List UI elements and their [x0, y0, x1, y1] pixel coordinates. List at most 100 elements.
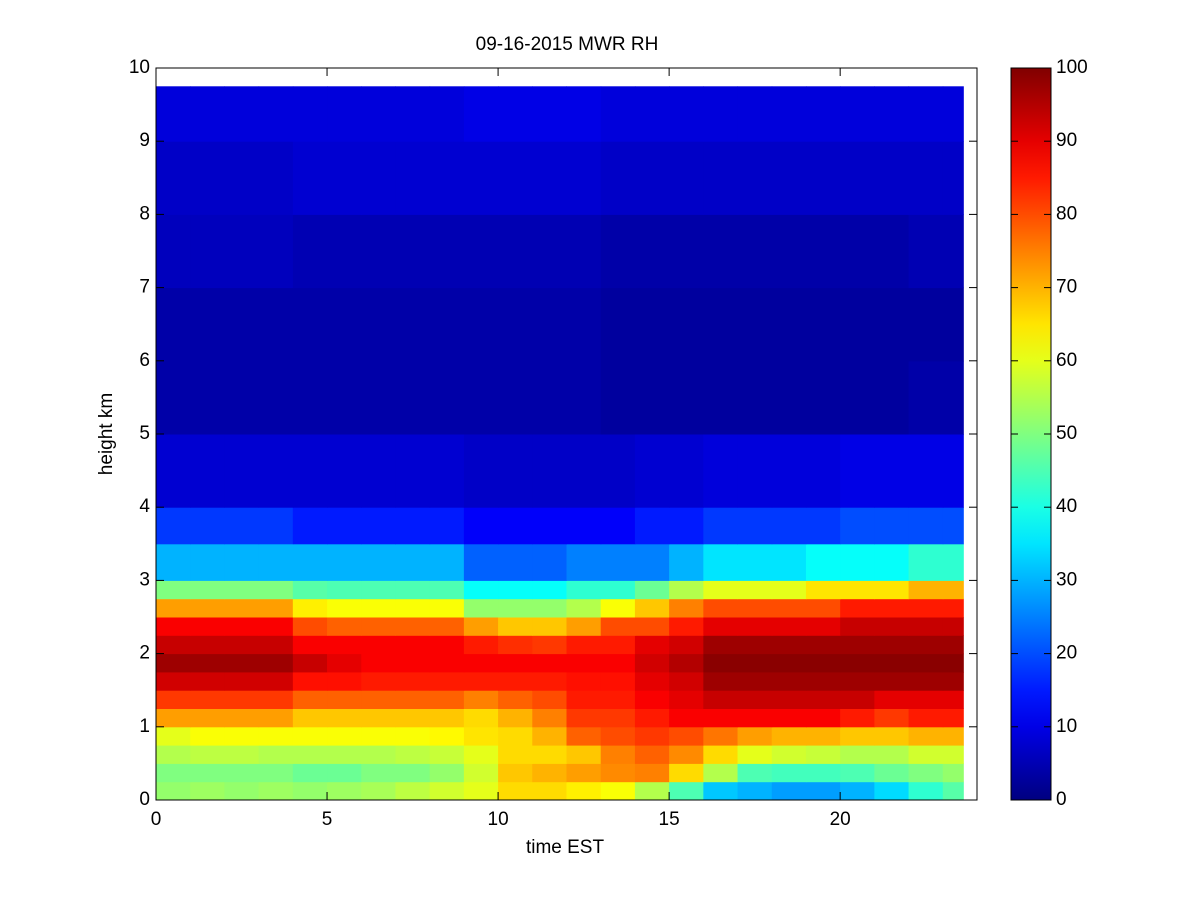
heat-cell: [258, 653, 294, 673]
heat-cell: [190, 690, 225, 709]
heat-cell: [634, 360, 670, 435]
heat-cell: [737, 543, 773, 581]
heat-cell: [908, 653, 944, 673]
heat-cell: [463, 745, 499, 764]
heat-cell: [292, 287, 328, 362]
heat-cell: [463, 434, 499, 508]
heat-cell: [429, 635, 465, 655]
heat-cell: [532, 360, 567, 435]
y-tick-label: 8: [139, 203, 150, 224]
heat-cell: [292, 434, 328, 508]
heat-cell: [463, 653, 499, 673]
heat-cell: [703, 141, 739, 215]
colorbar-tick-label: 40: [1056, 496, 1077, 517]
heat-cell: [840, 617, 875, 636]
heat-cell: [908, 214, 944, 289]
heat-cell: [258, 726, 294, 746]
heat-cell: [942, 635, 964, 655]
heat-cell: [669, 507, 704, 545]
heat-cell: [669, 781, 704, 801]
heat-cell: [874, 214, 910, 289]
y-axis-label: height km: [96, 393, 117, 475]
heat-cell: [156, 653, 191, 673]
heat-cell: [498, 507, 533, 545]
heat-cell: [634, 287, 670, 362]
heat-cell: [395, 745, 431, 764]
heat-cell: [840, 580, 875, 600]
heat-cell: [224, 287, 260, 362]
heat-cell: [156, 86, 191, 142]
heat-cell: [874, 781, 910, 801]
heat-cell: [805, 745, 841, 764]
heat-cell: [840, 781, 875, 801]
heat-cell: [669, 617, 704, 636]
heat-cell: [805, 287, 841, 362]
heat-cell: [737, 726, 773, 746]
heat-cell: [292, 617, 328, 636]
heat-cell: [566, 690, 602, 709]
heat-cell: [805, 617, 841, 636]
heat-cell: [190, 543, 225, 581]
heat-cell: [156, 708, 191, 728]
heat-cell: [361, 653, 396, 673]
heat-cell: [600, 671, 636, 691]
x-tick-label: 10: [488, 809, 509, 830]
heat-cell: [805, 598, 841, 618]
heat-cell: [156, 781, 191, 801]
heat-cell: [566, 507, 602, 545]
heat-cell: [840, 726, 875, 746]
heat-cell: [669, 580, 704, 600]
heat-cell: [908, 141, 944, 215]
heat-cell: [190, 763, 225, 783]
heat-cell: [942, 671, 964, 691]
heat-cell: [874, 690, 910, 709]
heat-cell: [327, 617, 362, 636]
heat-cell: [361, 214, 396, 289]
heat-cell: [190, 507, 225, 545]
colorbar-tick-label: 100: [1056, 57, 1088, 78]
heat-cell: [498, 141, 533, 215]
heat-cell: [429, 598, 465, 618]
heat-cell: [327, 86, 362, 142]
heat-cell: [703, 214, 739, 289]
heat-cell: [942, 214, 964, 289]
heat-cell: [805, 86, 841, 142]
heat-cell: [498, 708, 533, 728]
heat-cell: [292, 580, 328, 600]
heat-cell: [600, 141, 636, 215]
heat-cell: [566, 726, 602, 746]
heat-cell: [463, 86, 499, 142]
heat-cell: [395, 507, 431, 545]
heat-cell: [258, 598, 294, 618]
heat-cell: [942, 543, 964, 581]
heat-cell: [942, 745, 964, 764]
heat-cell: [292, 598, 328, 618]
heat-cell: [840, 360, 875, 435]
heat-cell: [156, 745, 191, 764]
heat-cell: [327, 781, 362, 801]
heat-cell: [327, 726, 362, 746]
heat-cell: [498, 763, 533, 783]
heat-cell: [292, 690, 328, 709]
heat-cell: [874, 287, 910, 362]
heat-cell: [292, 141, 328, 215]
heat-cell: [703, 580, 739, 600]
heat-cell: [156, 434, 191, 508]
heat-cell: [737, 635, 773, 655]
heat-cell: [224, 690, 260, 709]
heat-cell: [361, 708, 396, 728]
heat-cell: [566, 360, 602, 435]
heat-cell: [634, 745, 670, 764]
heat-cell: [190, 745, 225, 764]
heat-cell: [634, 726, 670, 746]
heat-cell: [532, 690, 567, 709]
heat-cell: [224, 635, 260, 655]
heat-cell: [703, 763, 739, 783]
heat-cell: [361, 434, 396, 508]
heat-cell: [600, 617, 636, 636]
heat-cell: [258, 86, 294, 142]
heat-cell: [224, 86, 260, 142]
heat-cell: [156, 543, 191, 581]
heat-cell: [634, 690, 670, 709]
